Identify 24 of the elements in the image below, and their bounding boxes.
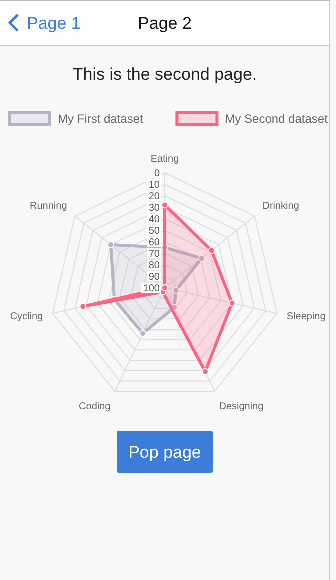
spoke-label: Designing (219, 402, 264, 413)
y-tick-label: 0 (154, 168, 160, 180)
y-tick-label: 20 (148, 192, 160, 202)
y-tick-label: 80 (148, 260, 160, 272)
y-tick-label: 30 (148, 203, 160, 214)
text: Page 2 (138, 14, 192, 33)
chart-title: This is the second page. (72, 64, 258, 84)
y-tick-label: 10 (148, 180, 160, 191)
legend-label: My First dataset (58, 112, 144, 126)
y-tick-label: 90 (148, 272, 160, 283)
spoke-label: Eating (150, 154, 180, 165)
spoke-label: Cycling (10, 311, 44, 322)
legend-label: My Second dataset (225, 112, 329, 126)
spoke-label: Drinking (262, 201, 300, 212)
spoke-label: Coding (79, 402, 111, 413)
y-tick-label: 70 (148, 249, 160, 260)
y-tick-label: 60 (148, 238, 160, 248)
y-tick-label: 100 (143, 284, 160, 294)
spoke-label: Running (30, 201, 68, 212)
text: Pop page (128, 442, 202, 462)
y-tick-label: 40 (148, 214, 160, 226)
spoke-label: Sleeping (286, 311, 326, 322)
y-tick-label: 50 (148, 226, 160, 237)
text: Page 1 (27, 14, 81, 33)
